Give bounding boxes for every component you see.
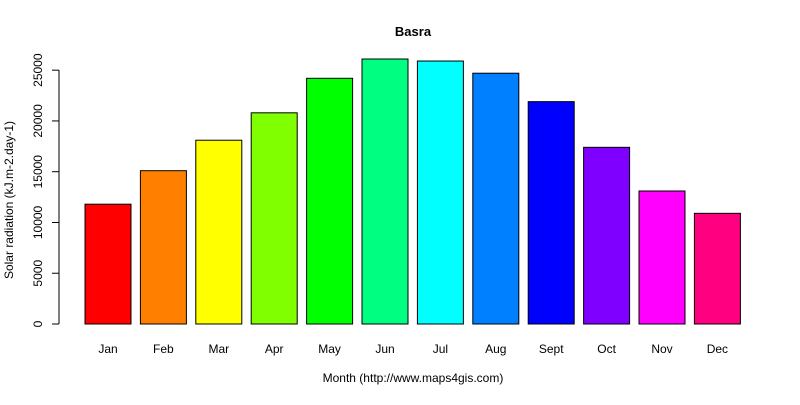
bar-sept (527, 101, 575, 325)
x-axis-label: Month (http://www.maps4gis.com) (323, 371, 504, 385)
y-tick-label: 5000 (31, 260, 45, 287)
x-tick-label: May (318, 342, 341, 356)
y-tick-label: 10000 (31, 205, 45, 239)
bar-jun (361, 58, 409, 325)
bar-may (306, 77, 354, 325)
bar-feb (139, 170, 187, 325)
x-tick-label: Oct (597, 342, 616, 356)
x-tick-label: Mar (208, 342, 229, 356)
bar-dec (693, 212, 741, 325)
bar-jul (416, 60, 464, 325)
y-tick-label: 0 (31, 320, 45, 327)
x-tick-label: Jul (433, 342, 448, 356)
y-tick-label: 20000 (31, 104, 45, 138)
y-axis-label: Solar radiation (kJ.m-2.day-1) (2, 121, 16, 279)
x-tick-label: Nov (651, 342, 672, 356)
bar-mar (195, 139, 243, 325)
bar-jan (84, 203, 132, 325)
bar-oct (583, 146, 631, 325)
bar-apr (250, 112, 298, 325)
y-axis: 0 5000 10000 15000 20000 25000 (31, 53, 60, 327)
x-tick-label: Apr (265, 342, 284, 356)
bars-group (84, 58, 741, 325)
x-tick-labels: Jan Feb Mar Apr May Jun Jul Aug Sept Oct Nov Dec (98, 342, 728, 356)
x-tick-label: Jan (98, 342, 117, 356)
x-tick-label: Dec (707, 342, 728, 356)
bar-aug (472, 72, 520, 325)
chart-title: Basra (395, 24, 432, 39)
bar-nov (638, 190, 686, 325)
x-tick-label: Jun (375, 342, 394, 356)
x-tick-label: Feb (153, 342, 174, 356)
x-tick-label: Sept (539, 342, 564, 356)
y-tick-label: 25000 (31, 53, 45, 87)
y-tick-label: 15000 (31, 155, 45, 189)
x-tick-label: Aug (485, 342, 506, 356)
